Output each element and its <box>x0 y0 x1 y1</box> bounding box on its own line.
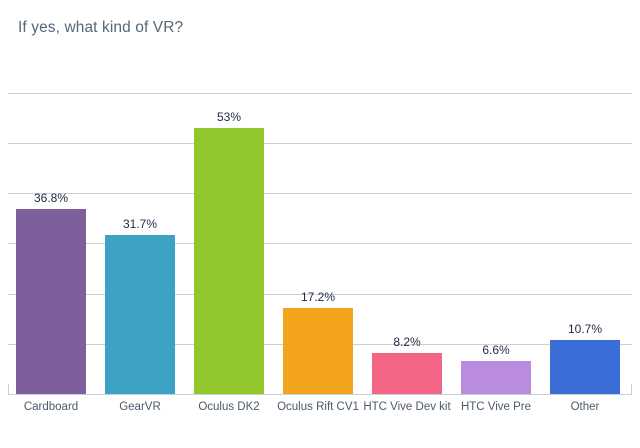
bar-value-label: 31.7% <box>122 216 158 231</box>
category-label: HTC Vive Pre <box>460 401 532 413</box>
gridline <box>8 243 632 245</box>
x-axis-line <box>8 394 632 395</box>
gridline <box>8 293 632 295</box>
category-label: Oculus Rift CV1 <box>277 401 359 413</box>
category-label: Other <box>570 401 600 413</box>
plot-area: 36.8% 31.7% 53% 17.2% 8.2% 6.6% 10.7% <box>0 88 640 398</box>
bar-group[interactable]: 31.7% <box>105 213 175 394</box>
bar-value-label: 17.2% <box>300 289 336 304</box>
category-label: Oculus DK2 <box>198 401 260 413</box>
bar-group[interactable]: 6.6% <box>461 339 531 394</box>
bar[interactable] <box>283 307 353 394</box>
bar[interactable] <box>550 340 620 394</box>
x-axis-left-tick <box>8 384 9 395</box>
category-label: Cardboard <box>23 401 79 413</box>
bar-value-label: 36.8% <box>33 191 69 206</box>
bar-value-label: 6.6% <box>482 342 510 357</box>
bar-value-label: 8.2% <box>393 334 421 349</box>
category-label: GearVR <box>119 401 161 413</box>
bar-group[interactable]: 10.7% <box>550 318 620 394</box>
bar[interactable] <box>105 234 175 394</box>
bar-group[interactable]: 36.8% <box>16 187 86 394</box>
chart-title: If yes, what kind of VR? <box>18 19 184 36</box>
bar-group[interactable]: 8.2% <box>372 331 442 394</box>
bar[interactable] <box>16 209 86 394</box>
bar[interactable] <box>372 352 442 394</box>
bar[interactable] <box>194 127 264 394</box>
bar[interactable] <box>461 360 531 394</box>
bar-value-label: 53% <box>216 109 242 124</box>
bar-group[interactable]: 53% <box>194 106 264 394</box>
x-axis-right-tick <box>631 384 632 395</box>
bar-group[interactable]: 17.2% <box>283 286 353 394</box>
gridline <box>8 143 632 144</box>
category-label: HTC Vive Dev kit <box>363 401 451 413</box>
gridline <box>8 193 632 195</box>
bar-value-label: 10.7% <box>567 322 603 337</box>
gridline <box>8 92 632 94</box>
